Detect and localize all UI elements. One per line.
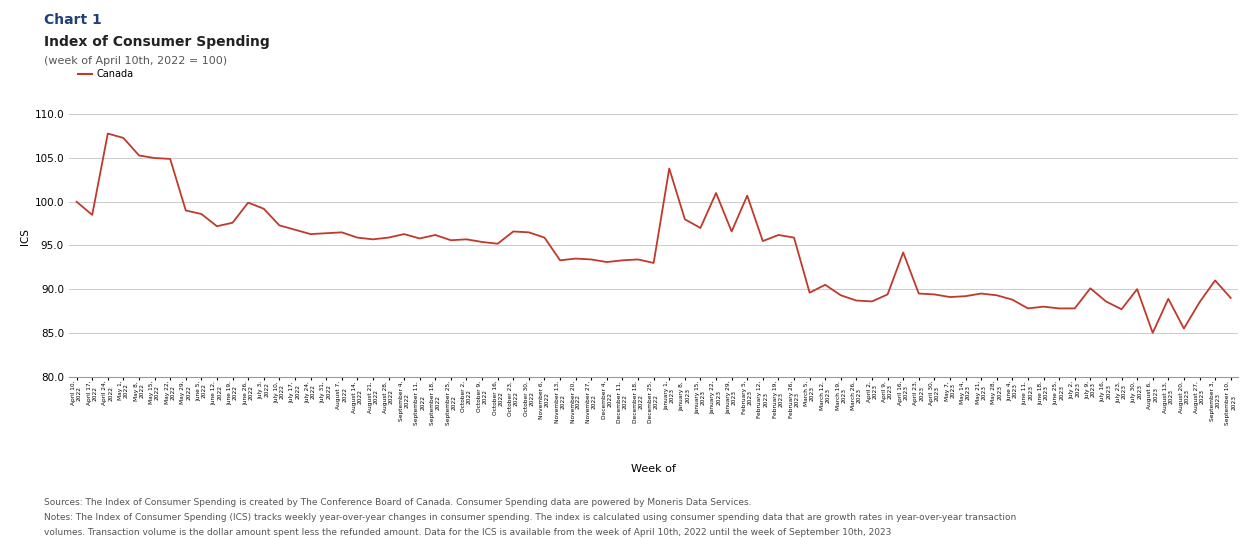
Y-axis label: ICS: ICS [20,228,30,245]
Legend: Canada: Canada [74,65,138,83]
Text: volumes. Transaction volume is the dollar amount spent less the refunded amount.: volumes. Transaction volume is the dolla… [44,528,891,537]
Text: Chart 1: Chart 1 [44,13,101,27]
Text: Sources: The Index of Consumer Spending is created by The Conference Board of Ca: Sources: The Index of Consumer Spending … [44,498,752,507]
Text: (week of April 10th, 2022 = 100): (week of April 10th, 2022 = 100) [44,56,226,67]
Text: Notes: The Index of Consumer Spending (ICS) tracks weekly year-over-year changes: Notes: The Index of Consumer Spending (I… [44,513,1016,522]
Text: Index of Consumer Spending: Index of Consumer Spending [44,35,269,49]
X-axis label: Week of: Week of [632,464,676,474]
